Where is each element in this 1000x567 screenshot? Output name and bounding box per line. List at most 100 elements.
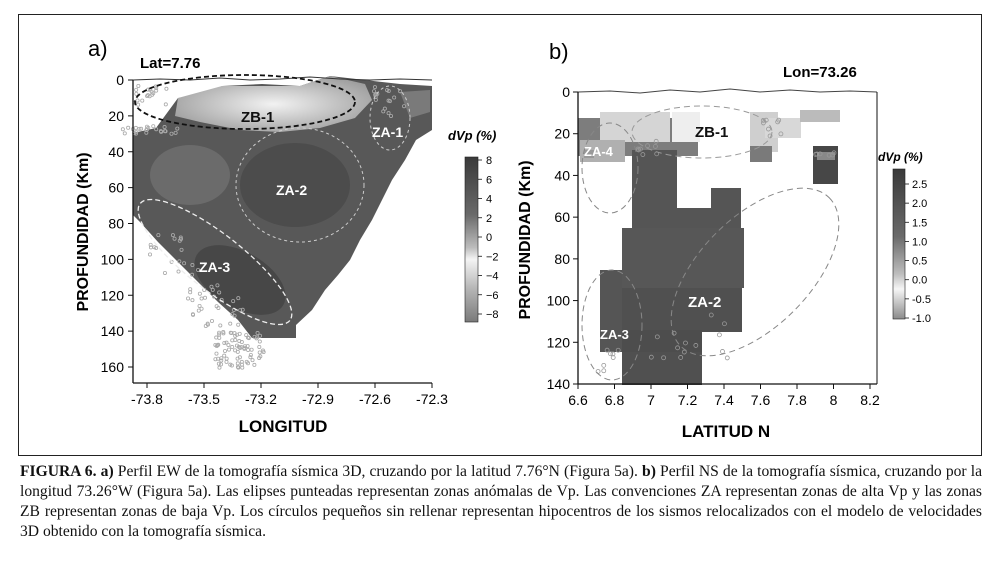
panel-a-y-tick-label: 140 [101, 323, 125, 339]
caption-label: FIGURA 6. [20, 463, 97, 480]
panel-b-zone-za3: ZA-3 [600, 327, 629, 342]
panel-b-zone-zb1: ZB-1 [695, 124, 728, 141]
hypocenter [652, 143, 658, 149]
hypocenter [162, 125, 167, 130]
hypocenter [148, 242, 153, 247]
hypocenter [154, 88, 159, 93]
hypocenter [610, 351, 616, 357]
hypocenter [162, 270, 167, 275]
hypocenter [156, 233, 161, 238]
panel-b-x-tick-label: 8.2 [860, 392, 880, 408]
panel-b-cb-tick-label: 2.5 [912, 179, 927, 191]
panel-b-tomography [578, 110, 840, 385]
hypocenter [219, 362, 224, 367]
panel-a-za3-ellipse [137, 198, 293, 326]
hypocenter [197, 303, 202, 308]
hypocenter [136, 84, 141, 89]
panel-a-cb-tick-label: 2 [486, 213, 492, 225]
hypocenter [151, 124, 156, 129]
hypocenter [246, 347, 251, 352]
caption-b-text: Perfil NS de la tomografía sísmica, cruz… [20, 463, 983, 540]
panel-b-cb-tick-label: -1.0 [912, 313, 931, 325]
hypocenter [177, 259, 182, 264]
hypocenter [226, 347, 231, 352]
hypocenter [149, 89, 154, 94]
hypocenter [140, 98, 145, 103]
hypocenter [213, 357, 218, 362]
hypocenter [154, 246, 159, 251]
panel-b-topography-line [577, 88, 878, 94]
hypocenter [257, 344, 262, 349]
panel-a-za1-patch [400, 90, 430, 118]
hypocenter [645, 143, 650, 149]
panel-a-x-tick-label: -73.2 [245, 391, 277, 407]
panel-a-y-tick-label: 0 [116, 72, 124, 88]
hypocenter [219, 356, 224, 361]
hypocenter [199, 296, 204, 301]
hypocenter [126, 125, 131, 130]
panel-a-x-tick-label: -72.6 [359, 391, 391, 407]
panel-b-za3-ellipse [581, 269, 643, 381]
panel-b-cb-tick-label: -0.5 [912, 294, 931, 306]
panel-b: b) Lon=73.26 [517, 39, 931, 441]
hypocenter [145, 94, 150, 99]
hypocenter [154, 127, 159, 132]
hypocenter [766, 126, 771, 132]
hypocenter [372, 89, 377, 94]
hypocenter [761, 120, 766, 126]
hypocenter [145, 127, 150, 132]
hypocenter [385, 88, 390, 93]
hypocenter [190, 263, 195, 268]
hypocenter [196, 308, 201, 313]
hypocenter [179, 247, 184, 252]
panel-b-colorbar-ticks: 2.5 2.0 1.5 1.0 0.5 0.0 -0.5 -1.0 [905, 179, 931, 325]
panel-b-colorbar [892, 168, 906, 320]
hypocenter [260, 348, 265, 353]
panel-a-za2-patch [240, 143, 350, 227]
panel-a-colorbar-title: dVp (%) [448, 128, 496, 143]
panel-a-topography-line [132, 76, 433, 81]
hypocenter [254, 336, 259, 341]
hypocenter [210, 287, 215, 292]
hypocenter [258, 333, 263, 338]
hypocenter [636, 147, 642, 153]
hypocenter [186, 296, 191, 301]
panel-b-zone-za2: ZA-2 [688, 294, 721, 311]
panel-b-y-label: PROFUNDIDAD (Km) [517, 160, 534, 319]
hypocenter [239, 359, 244, 364]
hypocenter [392, 95, 397, 100]
panel-a-zone-zb1: ZB-1 [241, 109, 274, 126]
panel-b-x-tick-label: 7.4 [714, 392, 734, 408]
hypocenter [236, 322, 241, 327]
hypocenter [232, 331, 237, 336]
panel-b-y-tick-label: 60 [554, 209, 570, 225]
hypocenter [169, 131, 174, 136]
hypocenter [224, 356, 229, 361]
hypocenter [402, 104, 407, 109]
hypocenter [217, 290, 222, 295]
hypocenter [242, 346, 247, 351]
hypocenter [230, 345, 235, 350]
hypocenter [610, 355, 616, 360]
panel-b-x-label: LATITUD N [682, 422, 770, 441]
hypocenter [608, 351, 613, 357]
panel-a-cb-tick-label: −8 [486, 309, 499, 321]
hypocenter [238, 308, 243, 313]
panel-b-cb-tick-label: 2.0 [912, 198, 927, 210]
hypocenter [653, 138, 659, 144]
hypocenter [708, 312, 714, 318]
hypocenter [190, 312, 195, 317]
hypocenter [162, 129, 167, 134]
hypocenter [235, 349, 240, 354]
hypocenter [135, 98, 140, 103]
panel-a-x-label: LONGITUD [239, 417, 328, 436]
hypocenter [134, 91, 139, 96]
hypocenter [813, 151, 818, 157]
panel-b-x-ticks: 6.6 6.8 7 7.2 7.4 7.6 7.8 8 8.2 [568, 384, 880, 408]
hypocenter [224, 359, 229, 364]
hypocenter [382, 106, 387, 111]
hypocenter [604, 347, 610, 353]
panel-a-x-ticks: -73.8 -73.5 -73.2 -72.9 -72.6 -72.3 [131, 383, 448, 407]
hypocenter [648, 354, 654, 360]
panel-a-zone-za2: ZA-2 [276, 182, 307, 198]
